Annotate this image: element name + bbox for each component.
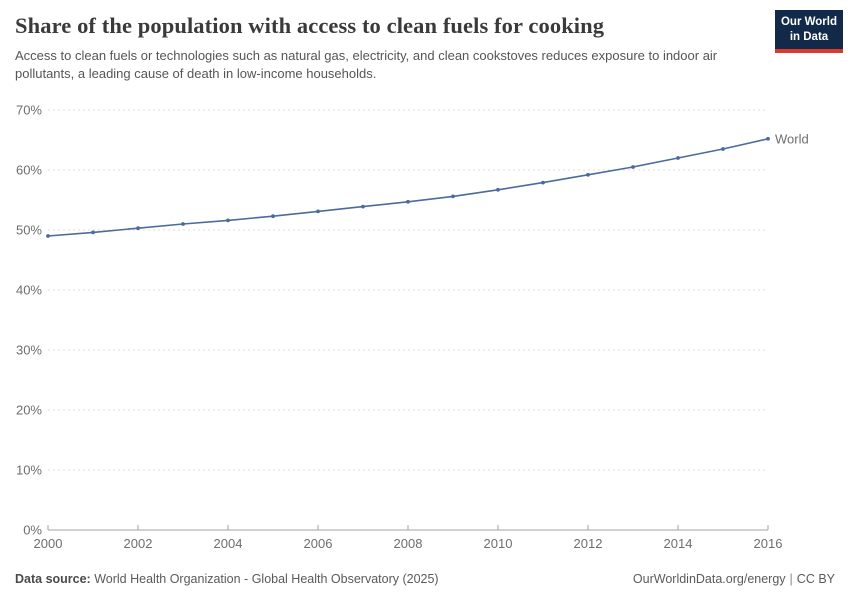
owid-logo: Our World in Data	[775, 10, 843, 53]
data-point	[136, 226, 140, 231]
data-point	[406, 199, 410, 204]
x-tick-label: 2016	[754, 536, 783, 551]
x-tick-label: 2008	[394, 536, 423, 551]
y-tick-label: 50%	[16, 223, 42, 238]
owid-url-link[interactable]: OurWorldinData.org/energy	[632, 572, 786, 586]
chart-footer: Data source: World Health Organization -…	[15, 572, 835, 586]
data-source-label: Data source:	[15, 572, 91, 586]
data-point	[676, 156, 680, 160]
y-tick-label: 30%	[16, 343, 42, 358]
x-tick-label: 2010	[484, 536, 513, 551]
chart-title: Share of the population with access to c…	[15, 13, 605, 38]
data-point	[181, 222, 185, 226]
y-tick-label: 0%	[23, 523, 42, 538]
data-point	[226, 218, 230, 223]
chart-area: 0% 10% 20% 30% 40% 50% 60% 70% 2000 2002 2004 2006 2…	[0, 100, 850, 570]
data-point	[721, 147, 725, 151]
y-tick-label: 70%	[16, 103, 42, 118]
series-line	[47, 137, 769, 237]
x-tick-label: 2012	[574, 536, 603, 551]
data-point	[586, 172, 590, 177]
data-point	[541, 180, 545, 185]
data-point	[496, 187, 500, 192]
footer-separator: |	[789, 572, 793, 586]
data-point	[361, 204, 365, 209]
owid-logo-line1: Our World	[780, 16, 837, 29]
data-point	[451, 194, 455, 199]
series-label: World	[775, 131, 809, 146]
x-tick-label: 2004	[214, 536, 243, 551]
x-tick-label: 2002	[124, 536, 153, 551]
data-point	[316, 209, 320, 214]
data-source: Data source: World Health Organization -…	[15, 572, 439, 586]
owid-logo-line2: in Data	[789, 30, 829, 43]
y-tick-label: 20%	[16, 403, 42, 418]
data-point	[631, 165, 635, 169]
y-tick-label: 10%	[16, 463, 42, 478]
y-tick-label: 60%	[16, 163, 42, 178]
x-tick-label: 2000	[34, 536, 63, 551]
chart-subtitle: Access to clean fuels or technologies su…	[15, 48, 718, 82]
data-point	[46, 234, 50, 238]
data-point	[271, 214, 275, 219]
data-point	[91, 230, 95, 235]
x-tick-label: 2014	[664, 536, 693, 551]
chart-canvas[interactable]: 0% 10% 20% 30% 40% 50% 60% 70% 2000 2002 2004 2006 2…	[0, 100, 850, 570]
data-point	[766, 136, 770, 141]
license-link[interactable]: CC BY	[796, 572, 835, 586]
data-source-value: World Health Organization - Global Healt…	[94, 572, 439, 586]
chart-header: Share of the population with access to c…	[15, 12, 760, 83]
y-tick-label: 40%	[16, 283, 42, 298]
x-tick-label: 2006	[304, 536, 333, 551]
footer-links: OurWorldinData.org/energy | CC BY	[633, 572, 835, 586]
